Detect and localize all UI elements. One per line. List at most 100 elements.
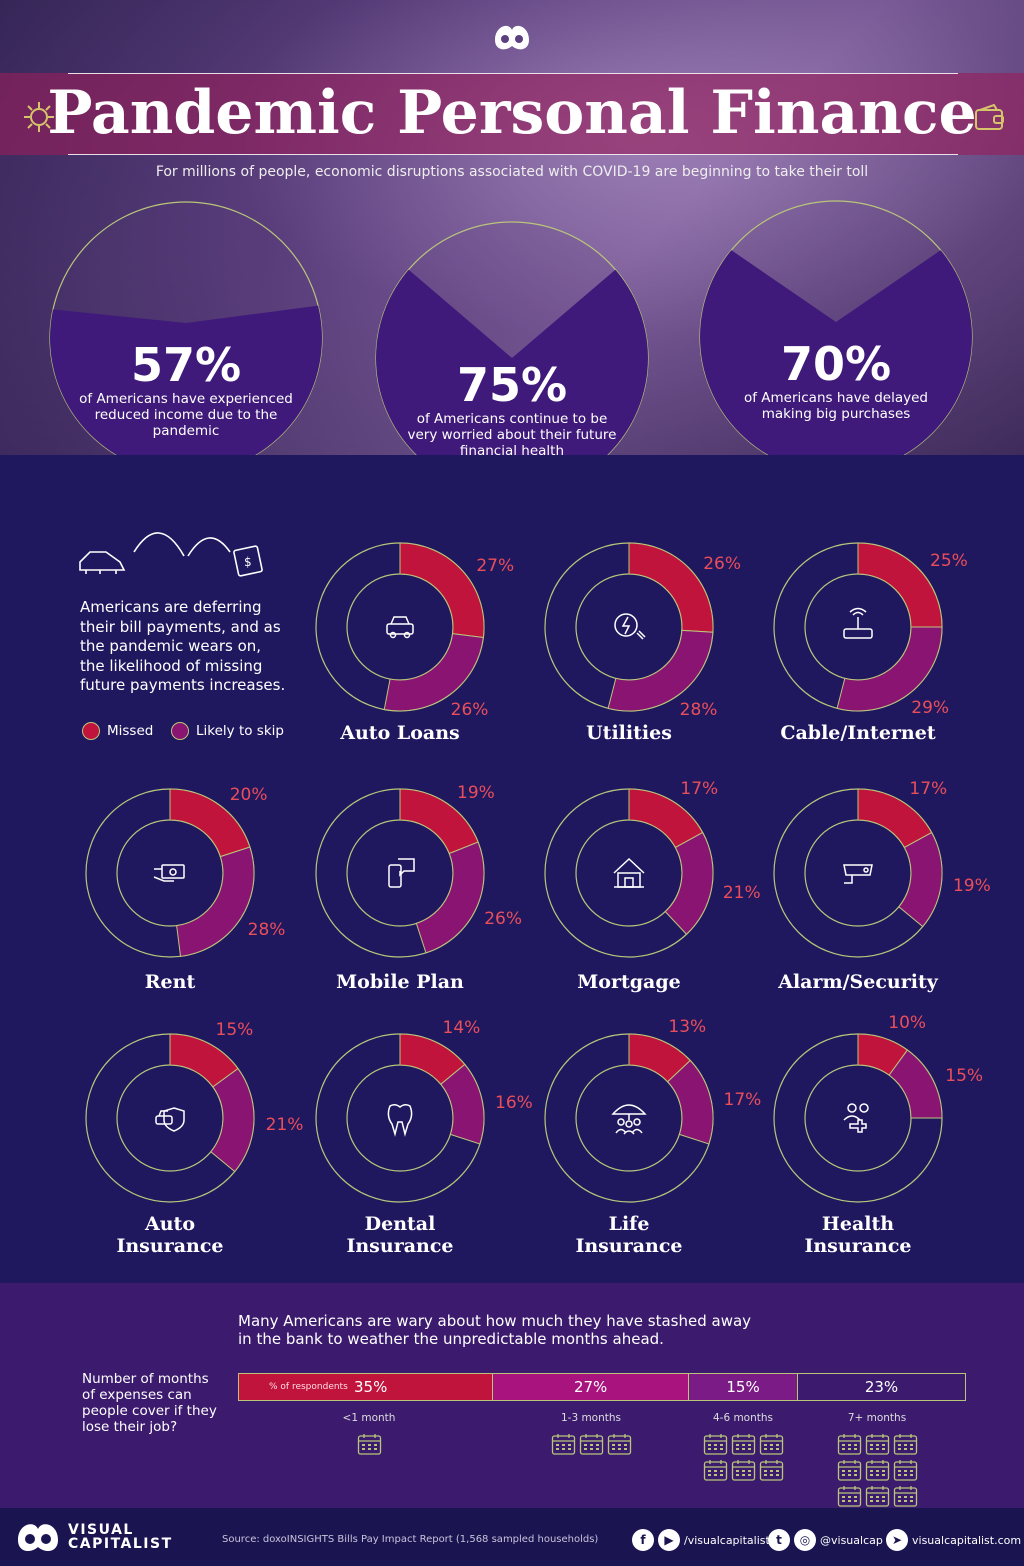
donut-category-label: Alarm/Security	[778, 971, 938, 993]
bill-intro-text: Americans are deferring their bill payme…	[80, 598, 286, 694]
umbrella-family-icon	[611, 1104, 647, 1135]
footer	[0, 1508, 1024, 1566]
donut-label-missed: 26%	[703, 553, 742, 574]
title-band	[0, 73, 1024, 155]
calendar-group	[551, 1433, 632, 1456]
stat-delayed-purchases: 70% of Americans have delayed making big…	[699, 200, 973, 474]
donut-chart	[544, 788, 714, 958]
legend-likely: Likely to skip	[171, 721, 284, 741]
visual-capitalist-logo-icon	[495, 25, 529, 50]
social-website[interactable]: ➤ visualcapitalist.com	[886, 1528, 1021, 1552]
donut-chart	[85, 788, 255, 958]
calendar-group	[837, 1433, 918, 1508]
page-title: Pandemic Personal Finance	[47, 78, 977, 148]
twitter-instagram-handle[interactable]: @visualcap	[820, 1533, 883, 1547]
bar-segment: 27%	[493, 1374, 690, 1400]
camera-icon	[843, 864, 873, 884]
donut-label-likely: 26%	[450, 699, 489, 720]
car-shield-icon	[155, 1107, 185, 1132]
donut-inner-ring	[346, 573, 454, 681]
cursor-icon[interactable]: ➤	[886, 1529, 908, 1551]
calendar-icon	[731, 1460, 755, 1481]
donut-label-missed: 17%	[909, 778, 948, 799]
legend-missed: Missed	[82, 721, 153, 741]
donut-chart	[85, 1033, 255, 1203]
month-category-label: 7+ months	[847, 1412, 907, 1424]
donut-label-likely: 26%	[484, 909, 523, 930]
donut-chart	[315, 788, 485, 958]
donut-segment-likely	[210, 1067, 255, 1173]
instagram-icon[interactable]: ◎	[794, 1529, 816, 1551]
calendar-icon	[837, 1434, 861, 1455]
donut-label-likely: 16%	[495, 1093, 533, 1114]
donut-label-missed: 19%	[457, 782, 495, 803]
donut-inner-ring	[804, 819, 912, 927]
donut-category-label: Dental Insurance	[346, 1213, 454, 1257]
brand-name: VISUAL CAPITALIST	[68, 1523, 173, 1551]
donut-chart	[315, 542, 485, 712]
bar-value-label: 23%	[864, 1378, 899, 1396]
donut-segment-likely	[888, 1049, 943, 1119]
calendar-icon	[837, 1486, 861, 1507]
facebook-icon[interactable]: f	[632, 1529, 654, 1551]
donut-label-likely: 28%	[679, 699, 718, 720]
month-category-label: 1-3 months	[560, 1412, 622, 1424]
donut-label-likely: 29%	[911, 697, 950, 718]
router-icon	[843, 607, 873, 639]
stat-description: of Americans have experienced reduced in…	[79, 391, 293, 439]
utilities-icon	[614, 613, 646, 640]
stat-circle-2	[375, 221, 649, 495]
stat-circle-3	[699, 200, 973, 474]
stat-description: of Americans continue to be very worried…	[407, 411, 617, 459]
youtube-icon[interactable]: ▶	[658, 1529, 680, 1551]
twitter-icon[interactable]: t	[768, 1529, 790, 1551]
donut-category-label: Cable/Internet	[780, 722, 936, 744]
donut-category-label: Mortgage	[577, 971, 681, 993]
bar-segment: 15%	[689, 1374, 799, 1400]
bar-value-label: 15%	[726, 1378, 760, 1396]
donut-segment-likely	[607, 629, 714, 712]
wallet-icon	[975, 104, 1004, 130]
subtitle: For millions of people, economic disrupt…	[155, 164, 869, 180]
donut-category-label: Rent	[144, 971, 196, 993]
calendar-icon	[731, 1434, 755, 1455]
donut-label-likely: 17%	[723, 1090, 762, 1111]
social-twitter-instagram[interactable]: t ◎ @visualcap	[768, 1528, 883, 1552]
virus-icon	[24, 102, 54, 132]
bar-segment: 23%	[798, 1374, 965, 1400]
money-hand-icon	[153, 864, 185, 882]
donut-chart	[315, 1033, 485, 1203]
donut-segment-missed	[399, 542, 485, 639]
health-cross-icon	[843, 1103, 869, 1133]
website-link[interactable]: visualcapitalist.com	[912, 1533, 1022, 1547]
car-icon	[386, 616, 414, 639]
brand-line-1: VISUAL	[68, 1522, 134, 1538]
donut-label-missed: 17%	[680, 778, 719, 799]
donut-label-missed: 27%	[476, 556, 515, 577]
stat-description: of Americans have delayed making big pur…	[743, 390, 929, 422]
donut-label-likely: 21%	[265, 1115, 304, 1136]
donut-label-missed: 25%	[930, 551, 968, 572]
calendar-icon	[579, 1434, 603, 1455]
bar-value-label: 27%	[573, 1378, 608, 1396]
donut-label-likely: 19%	[952, 876, 991, 897]
social-facebook-youtube[interactable]: f ▶ /visualcapitalist	[632, 1528, 770, 1552]
skip-payment-illustration: $	[79, 532, 263, 577]
calendar-group	[357, 1433, 382, 1456]
calendar-icon	[865, 1486, 889, 1507]
bill-payments-section	[0, 455, 1024, 1283]
calendar-icon	[893, 1460, 917, 1481]
facebook-youtube-handle[interactable]: /visualcapitalist	[684, 1533, 770, 1547]
donut-label-missed: 14%	[442, 1018, 481, 1039]
legend-label: Likely to skip	[196, 723, 284, 739]
calendar-icon	[837, 1460, 861, 1481]
donut-label-missed: 15%	[215, 1020, 254, 1041]
visual-capitalist-logo-icon	[18, 1524, 58, 1552]
donut-category-label: Utilities	[586, 722, 672, 744]
savings-intro-text: Many Americans are wary about how much t…	[238, 1312, 752, 1348]
donut-label-likely: 21%	[722, 882, 761, 903]
calendar-group	[703, 1433, 784, 1482]
donut-category-label: Auto Insurance	[116, 1213, 224, 1257]
source-note: Source: doxoINSIGHTS Bills Pay Impact Re…	[222, 1534, 599, 1545]
donut-segment-likely	[383, 633, 484, 712]
